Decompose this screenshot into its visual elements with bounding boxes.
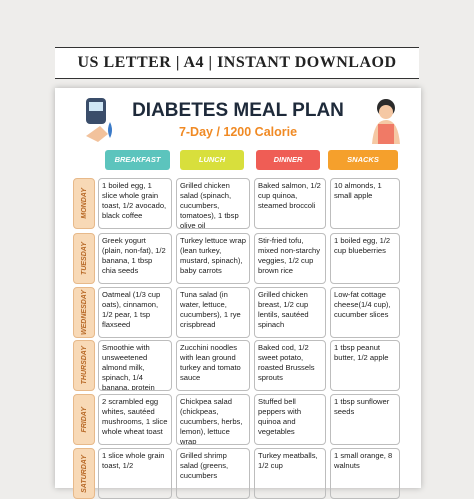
meal-cell: 1 boiled egg, 1/2 cup blueberries bbox=[330, 233, 400, 284]
meal-cell: Chickpea salad (chickpeas, cucumbers, he… bbox=[176, 394, 250, 445]
meal-cell: Greek yogurt (plain, non-fat), 1/2 banan… bbox=[98, 233, 172, 284]
day-label: TUESDAY bbox=[80, 242, 88, 275]
meal-cell: Baked cod, 1/2 sweet potato, roasted Bru… bbox=[254, 340, 326, 391]
day-cell: THURSDAY bbox=[73, 340, 95, 391]
banner: US LETTER | A4 | INSTANT DOWNLAOD bbox=[55, 47, 419, 79]
meal-cell: Tuna salad (in water, lettuce, cucumbers… bbox=[176, 287, 250, 338]
day-cell: WEDNESDAY bbox=[73, 287, 95, 338]
meal-cell: 2 scrambled egg whites, sautéed mushroom… bbox=[98, 394, 172, 445]
column-header: DINNER bbox=[256, 150, 320, 170]
meal-cell: Grilled chicken salad (spinach, cucumber… bbox=[176, 178, 250, 229]
meal-cell: Grilled chicken breast, 1/2 cup lentils,… bbox=[254, 287, 326, 338]
meal-cell: Zucchini noodles with lean ground turkey… bbox=[176, 340, 250, 391]
meal-cell: Oatmeal (1/3 cup oats), cinnamon, 1/2 pe… bbox=[98, 287, 172, 338]
day-label: MONDAY bbox=[80, 188, 88, 219]
day-cell: FRIDAY bbox=[73, 394, 95, 445]
day-label: THURSDAY bbox=[80, 346, 88, 385]
day-label: SATURDAY bbox=[80, 454, 88, 493]
day-cell: MONDAY bbox=[73, 178, 95, 229]
meal-cell: 1 tbsp sunflower seeds bbox=[330, 394, 400, 445]
column-header: BREAKFAST bbox=[105, 150, 170, 170]
meal-cell: Stir-fried tofu, mixed non-starchy veggi… bbox=[254, 233, 326, 284]
glucose-icon bbox=[86, 98, 112, 142]
meal-cell: Stuffed bell peppers with quinoa and veg… bbox=[254, 394, 326, 445]
meal-cell: 10 almonds, 1 small apple bbox=[330, 178, 400, 229]
column-header: LUNCH bbox=[180, 150, 244, 170]
chef-icon bbox=[372, 99, 400, 144]
day-label: FRIDAY bbox=[80, 406, 88, 433]
meal-cell: 1 tbsp peanut butter, 1/2 apple bbox=[330, 340, 400, 391]
meal-cell: Smoothie with unsweetened almond milk, s… bbox=[98, 340, 172, 391]
meal-cell: 1 boiled egg, 1 slice whole grain toast,… bbox=[98, 178, 172, 229]
title: DIABETES MEAL PLAN bbox=[132, 100, 344, 121]
meal-cell: Low-fat cottage cheese(1/4 cup), cucumbe… bbox=[330, 287, 400, 338]
subtitle: 7-Day / 1200 Calorie bbox=[178, 125, 298, 139]
meal-cell: Baked salmon, 1/2 cup quinoa, steamed br… bbox=[254, 178, 326, 229]
day-label: WEDNESDAY bbox=[80, 290, 88, 335]
column-header: SNACKS bbox=[328, 150, 398, 170]
day-cell: TUESDAY bbox=[73, 233, 95, 284]
meal-cell: Turkey lettuce wrap (lean turkey, mustar… bbox=[176, 233, 250, 284]
page: US LETTER | A4 | INSTANT DOWNLAOD DIABET… bbox=[55, 47, 421, 499]
